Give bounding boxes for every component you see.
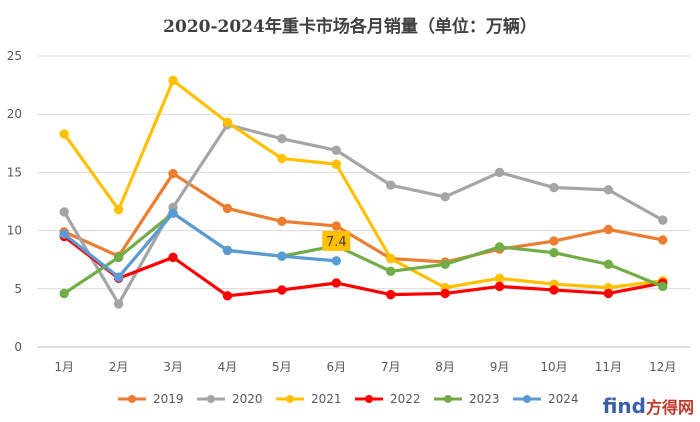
series-line [62,78,665,290]
legend-swatch-marker [523,395,531,403]
x-tick-label: 9月 [490,360,510,374]
y-tick-label: 15 [7,165,22,179]
data-point [59,129,69,139]
watermark-main: find [602,394,646,418]
chart-title: 2020-2024年重卡市场各月销量（单位：万辆） [163,17,537,37]
series-line [62,211,665,296]
legend-label: 2021 [311,392,342,406]
legend-item-2023: 2023 [434,392,500,406]
legend-swatch-marker [286,395,294,403]
data-point [113,252,124,263]
data-point [277,285,287,295]
data-point [658,235,668,245]
series-2019 [59,168,668,267]
data-point [386,253,396,264]
data-point [494,273,505,284]
x-tick-label: 10月 [540,360,567,374]
y-tick-label: 25 [7,49,22,63]
legend-label: 2024 [548,392,579,406]
x-tick-label: 7月 [381,360,401,374]
data-point [168,168,178,179]
x-tick-label: 12月 [649,360,676,374]
data-point [222,291,233,301]
data-point [168,208,178,218]
legend-label: 2020 [232,392,263,406]
data-point [331,278,341,288]
data-point [113,299,124,309]
legend-swatch-marker [207,395,215,403]
data-point [222,117,233,128]
y-tick-label: 0 [14,340,22,354]
data-point [440,288,450,299]
legend-label: 2019 [153,392,184,406]
watermark-logo: find方得网 [603,394,694,418]
data-point [658,281,668,292]
data-point [440,259,450,270]
data-point [494,281,505,292]
x-tick-label: 2月 [109,360,129,374]
data-point [549,285,559,295]
data-point [494,242,505,252]
x-tick-label: 4月 [218,360,238,374]
watermark-sub: 方得网 [645,398,694,417]
data-point [113,204,124,215]
data-point [603,185,614,195]
data-point [277,133,287,144]
data-point [386,289,396,300]
x-tick-label: 5月 [272,360,292,374]
data-point [603,224,614,235]
series-line [62,171,665,264]
data-label-background [322,230,351,251]
data-point [549,248,559,258]
data-point [331,145,341,155]
y-tick-label: 5 [14,282,22,296]
data-point [59,288,69,299]
x-tick-label: 3月 [163,360,183,374]
data-point [222,245,233,256]
data-point [386,266,396,277]
data-label: 7.4 [326,235,347,250]
data-point [168,75,178,86]
legend-swatch-marker [365,395,373,403]
legend-label: 2022 [390,392,421,406]
y-tick-label: 10 [7,224,22,238]
y-tick-label: 20 [7,107,22,121]
data-point [59,207,69,217]
legend-item-2020: 2020 [197,392,263,406]
data-point [494,167,505,178]
data-point [549,236,559,246]
data-point [113,272,124,282]
legend-swatch-marker [128,395,136,403]
data-point [277,216,287,226]
data-point [277,153,287,164]
x-tick-label: 1月 [54,360,74,374]
legend-item-2019: 2019 [118,392,184,406]
legend-item-2021: 2021 [276,392,342,406]
legend-item-2022: 2022 [355,392,421,406]
data-point [603,288,614,299]
legend-label: 2023 [469,392,500,406]
data-point [440,192,450,202]
data-point [277,251,287,261]
data-point [386,180,396,190]
data-label-callout: 7.4 [322,230,351,251]
legend-item-2024: 2024 [513,392,579,406]
series-line [62,211,338,279]
data-point [331,221,341,231]
x-tick-label: 11月 [595,360,622,374]
data-point [168,252,178,263]
legend-swatch-marker [444,395,452,403]
series-line [62,234,665,298]
data-point [59,229,69,239]
x-tick-label: 6月 [326,360,346,374]
data-point [222,203,233,214]
series-2024 [59,208,341,282]
data-point [549,182,559,193]
data-point [658,215,668,225]
data-point [331,256,341,266]
x-tick-label: 8月 [435,360,455,374]
data-point [603,259,614,270]
data-point [331,159,341,169]
